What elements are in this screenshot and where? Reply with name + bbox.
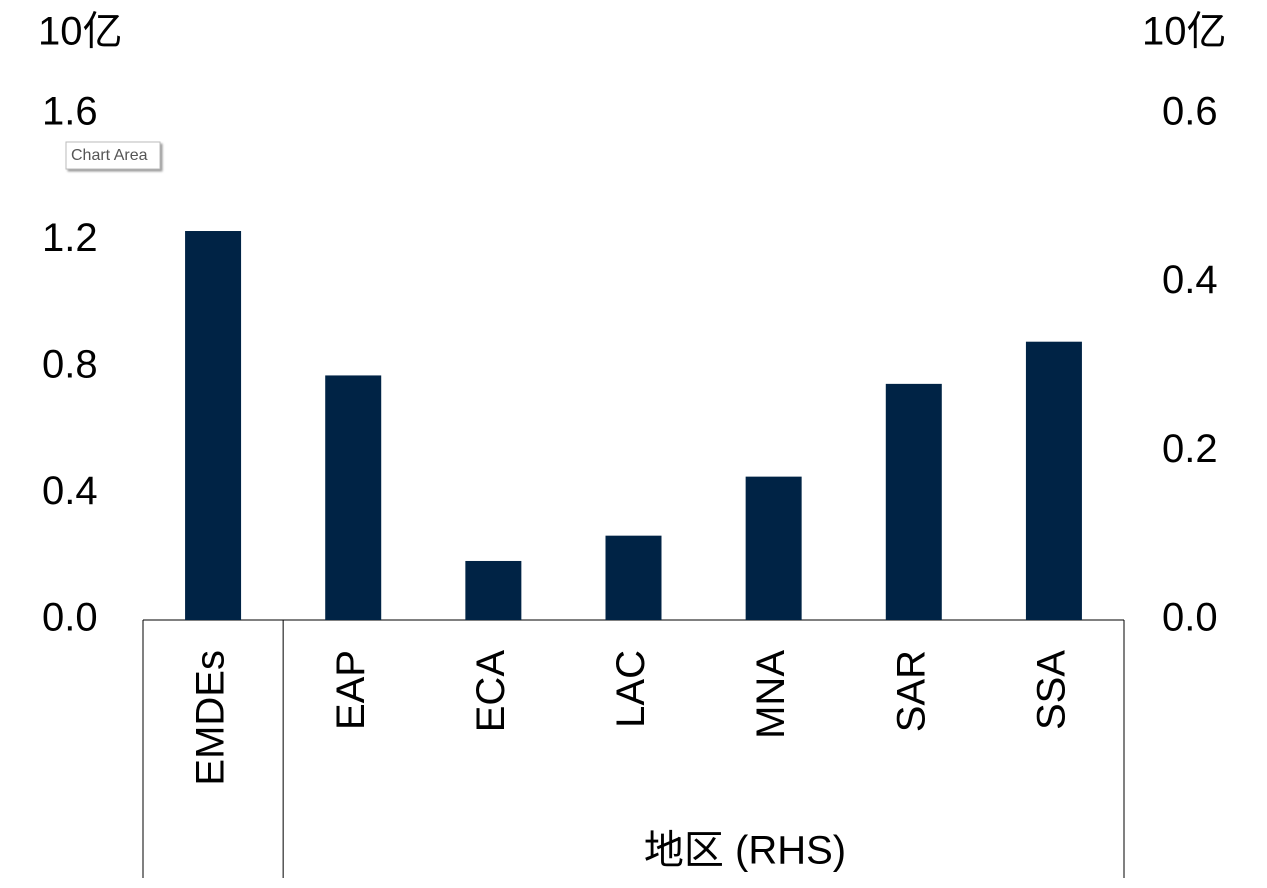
y2-unit: 10亿 [1142, 10, 1227, 54]
y-tick-label: 0.4 [42, 469, 98, 513]
y2-tick-label: 0.0 [1162, 596, 1218, 640]
bar [325, 375, 382, 620]
bar [1025, 341, 1082, 620]
y-unit: 10亿 [38, 10, 123, 54]
y2-tick-label: 0.6 [1162, 90, 1218, 134]
x-tick-label: EAP [329, 650, 373, 730]
x-tick-label: MNA [749, 650, 793, 739]
y-tick-label: 0.0 [42, 596, 98, 640]
bar [465, 560, 522, 620]
x-tick-label: LAC [609, 650, 653, 728]
bar [185, 231, 242, 620]
x-tick-label: SSA [1029, 650, 1073, 730]
y-tick-label: 1.6 [42, 90, 98, 134]
x-tick-label: SAR [889, 650, 933, 732]
y2-tick-label: 0.4 [1162, 258, 1218, 302]
bar [605, 535, 662, 620]
tooltip: Chart Area [71, 147, 148, 164]
bar [745, 476, 802, 620]
y-tick-label: 0.8 [42, 343, 98, 387]
x-tick-label: ECA [469, 650, 513, 733]
tooltip-box [65, 141, 161, 170]
y-tick-label: 1.2 [42, 216, 98, 260]
group-label: 地区 (RHS) [644, 829, 846, 873]
y2-tick-label: 0.2 [1162, 427, 1218, 471]
bar [885, 383, 942, 620]
x-tick-label: EMDEs [189, 650, 233, 786]
